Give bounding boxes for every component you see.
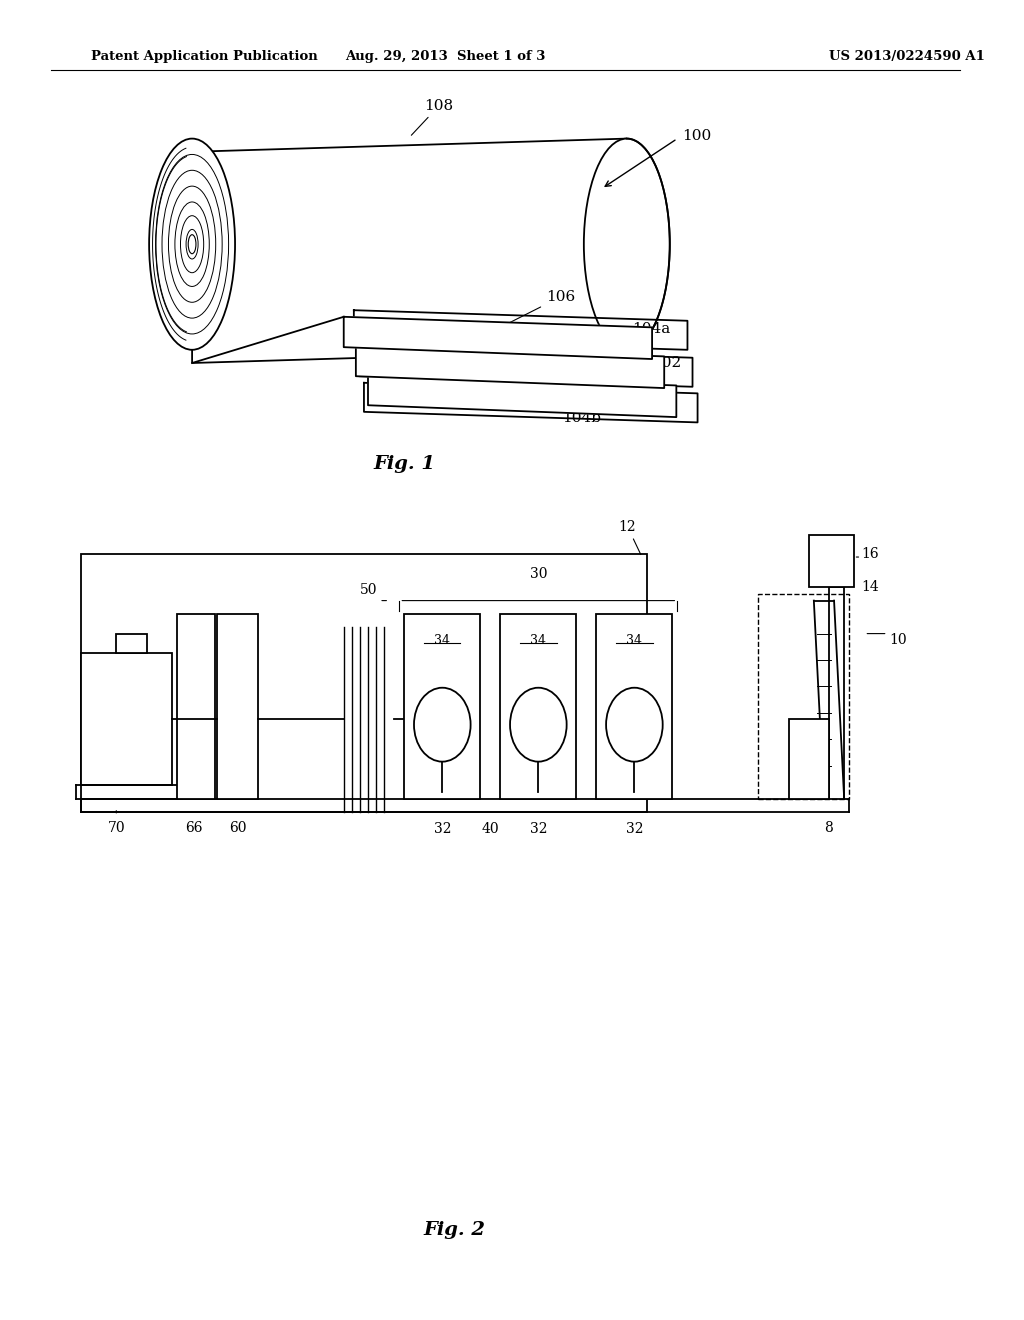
Text: 10: 10	[890, 634, 907, 647]
Text: 60: 60	[228, 821, 247, 836]
Text: 32: 32	[529, 822, 547, 837]
Circle shape	[414, 688, 471, 762]
Bar	[758, 594, 849, 799]
Circle shape	[606, 688, 663, 762]
Text: 12: 12	[618, 520, 641, 554]
Text: 102: 102	[614, 356, 681, 387]
Text: 108: 108	[412, 99, 454, 135]
Ellipse shape	[150, 139, 236, 350]
Text: 14: 14	[861, 581, 879, 594]
Polygon shape	[356, 346, 665, 388]
Ellipse shape	[188, 235, 196, 253]
Text: Fig. 2: Fig. 2	[424, 1221, 486, 1239]
Text: 34: 34	[434, 634, 451, 647]
Text: 40: 40	[481, 822, 499, 837]
Bar	[217, 614, 258, 799]
Bar	[596, 614, 673, 799]
Text: 34: 34	[627, 634, 642, 647]
Bar	[809, 535, 854, 587]
Bar	[404, 614, 480, 799]
Text: 32: 32	[626, 822, 643, 837]
Ellipse shape	[584, 139, 670, 350]
Text: 66: 66	[185, 821, 203, 836]
Bar	[81, 653, 172, 785]
Bar	[117, 634, 146, 653]
Text: Fig. 1: Fig. 1	[374, 455, 435, 474]
Text: 34: 34	[530, 634, 547, 647]
Bar	[177, 614, 215, 799]
Text: 30: 30	[529, 566, 547, 581]
Text: 16: 16	[861, 548, 879, 561]
Text: 100: 100	[682, 129, 712, 143]
Circle shape	[510, 688, 566, 762]
Text: 50: 50	[360, 583, 378, 597]
Text: Aug. 29, 2013  Sheet 1 of 3: Aug. 29, 2013 Sheet 1 of 3	[345, 50, 545, 63]
Bar	[788, 719, 829, 799]
Text: 70: 70	[108, 821, 125, 836]
Text: 104b: 104b	[562, 404, 601, 425]
Text: 106: 106	[508, 290, 575, 323]
Polygon shape	[364, 383, 697, 422]
Text: US 2013/0224590 A1: US 2013/0224590 A1	[829, 50, 985, 63]
Text: 32: 32	[433, 822, 451, 837]
Polygon shape	[354, 310, 687, 350]
Text: 8: 8	[824, 821, 834, 836]
Polygon shape	[344, 317, 652, 359]
Text: 104a: 104a	[579, 322, 670, 352]
Text: Patent Application Publication: Patent Application Publication	[91, 50, 317, 63]
Bar	[501, 614, 577, 799]
Polygon shape	[368, 375, 676, 417]
Bar	[81, 554, 647, 812]
Polygon shape	[358, 347, 692, 387]
